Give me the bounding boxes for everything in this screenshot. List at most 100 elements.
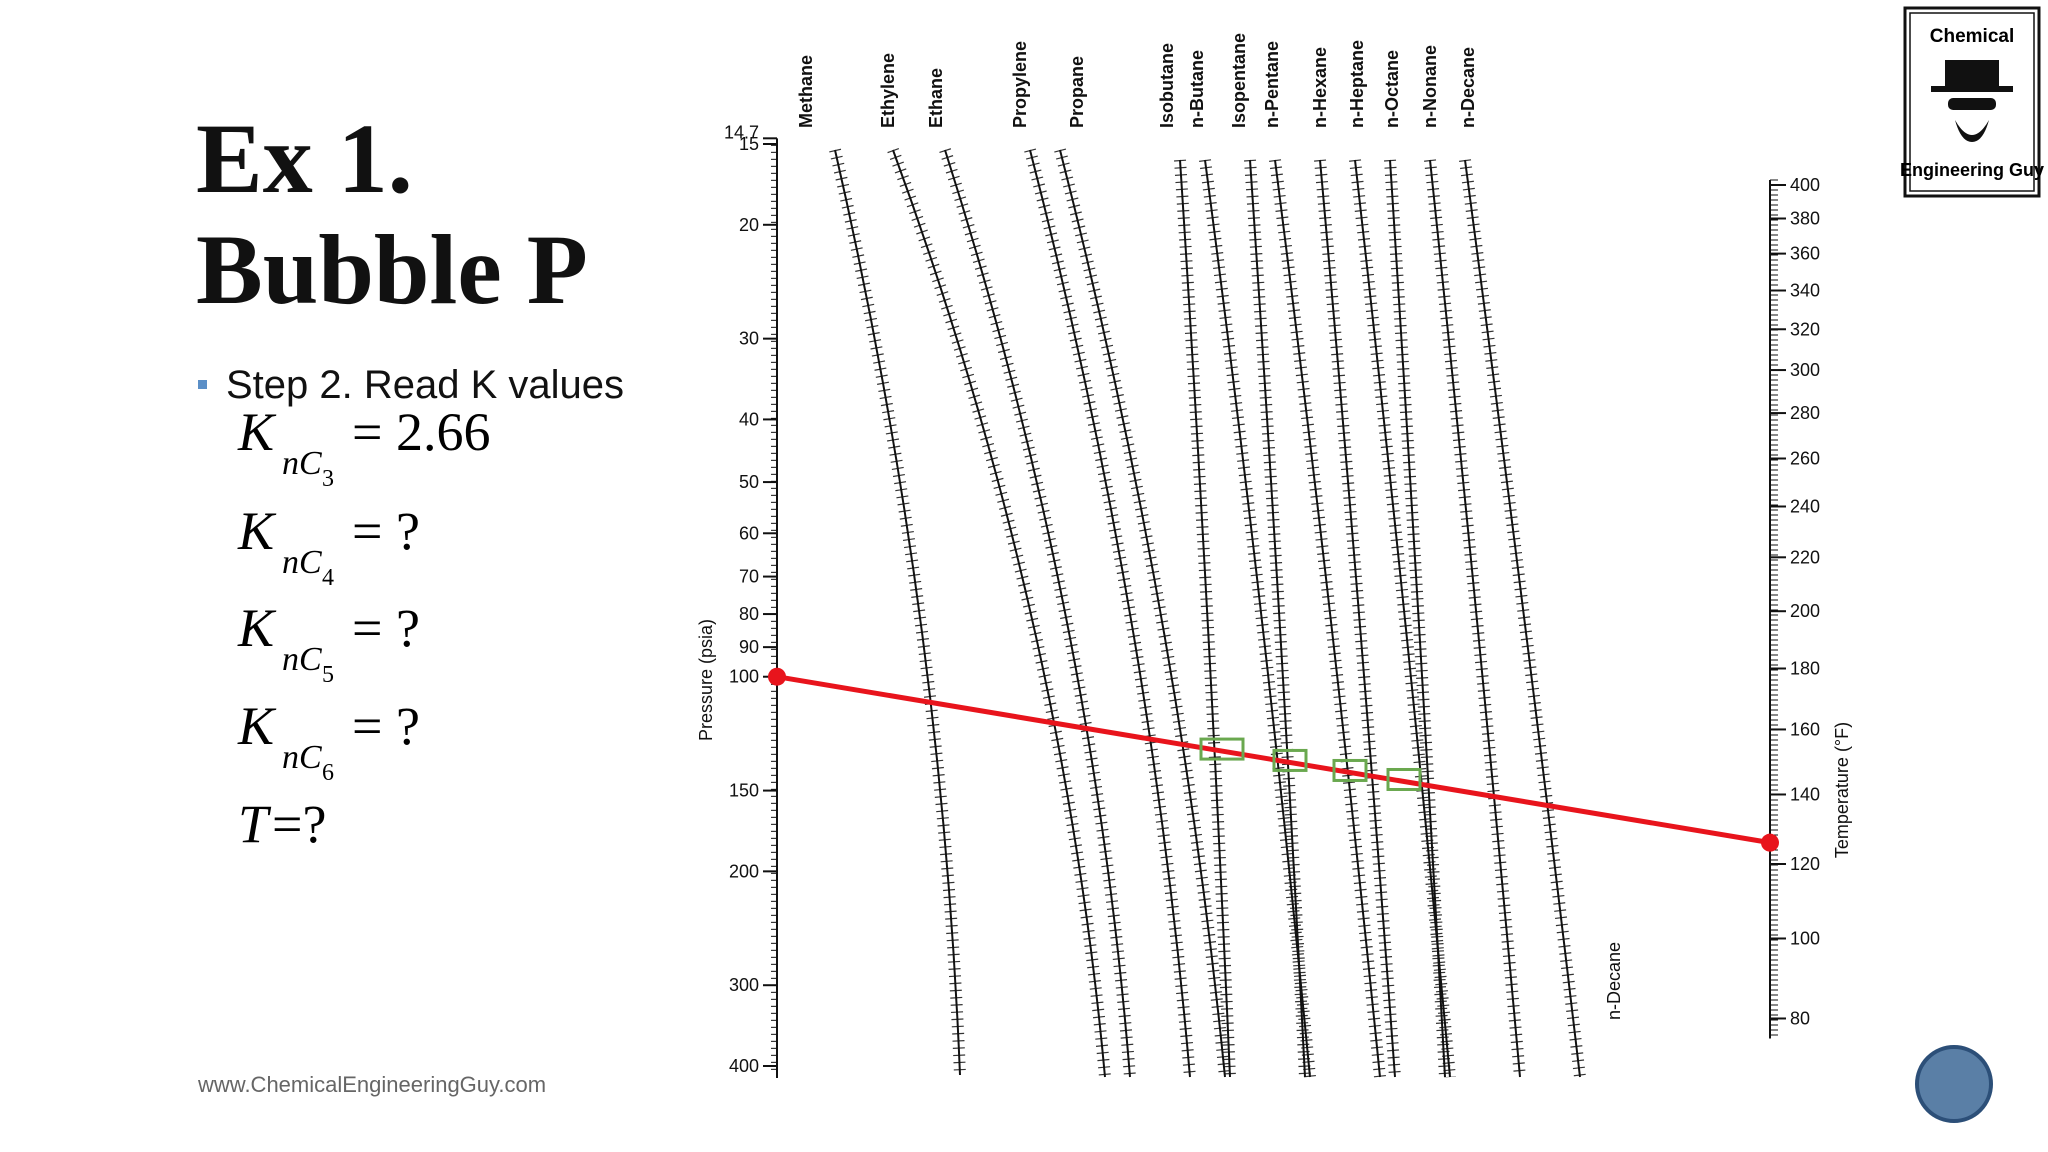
logo-beard bbox=[1955, 120, 1989, 142]
component-label: Isobutane bbox=[1157, 43, 1177, 128]
eq-sub: nC bbox=[282, 544, 322, 581]
reading-box bbox=[1272, 748, 1308, 772]
k-scale-curve bbox=[1464, 159, 1581, 1078]
eq-var: T bbox=[238, 794, 272, 854]
temperature-tick-label: 220 bbox=[1790, 547, 1820, 567]
logo-glasses bbox=[1948, 98, 1996, 110]
component-label: n-Heptane bbox=[1347, 40, 1367, 128]
eq-sub: nC bbox=[282, 641, 322, 678]
component-label: n-Decane bbox=[1458, 47, 1478, 128]
component-label: Ethane bbox=[926, 68, 946, 128]
reading-box bbox=[1332, 758, 1368, 782]
logo-text: Chemical bbox=[1930, 26, 2014, 47]
temperature-tick-label: 320 bbox=[1790, 319, 1820, 339]
pressure-tick-label: 30 bbox=[739, 329, 759, 349]
pressure-tick-label: 100 bbox=[729, 667, 759, 687]
pressure-tick-label: 50 bbox=[739, 472, 759, 492]
component-label: n-Butane bbox=[1187, 50, 1207, 128]
k-scale-ticks bbox=[1349, 159, 1456, 1078]
pressure-tick-label: 90 bbox=[739, 637, 759, 657]
k-scale-curve bbox=[892, 149, 1106, 1078]
k-scale-curve bbox=[1319, 159, 1396, 1078]
reading-box bbox=[1386, 767, 1422, 791]
k-scale-ticks bbox=[1269, 159, 1386, 1078]
temperature-tick-label: 360 bbox=[1790, 244, 1820, 264]
temperature-tick-label: 120 bbox=[1790, 854, 1820, 874]
temperature-axis-title: Temperature (°F) bbox=[1832, 722, 1852, 858]
pressure-tick-label: 20 bbox=[739, 215, 759, 235]
component-label: n-Hexane bbox=[1310, 47, 1330, 128]
eq-var: K bbox=[237, 501, 277, 561]
k-scale-ticks bbox=[1174, 159, 1236, 1078]
component-label: Methane bbox=[796, 55, 816, 128]
pressure-tick-label: 80 bbox=[739, 604, 759, 624]
temperature-tick-label: 280 bbox=[1790, 403, 1820, 423]
footer: www.ChemicalEngineeringGuy.com bbox=[197, 1072, 546, 1097]
temperature-tick-label: 140 bbox=[1790, 784, 1820, 804]
title-line: Bubble P bbox=[196, 214, 588, 325]
temperature-tick-label: 100 bbox=[1790, 928, 1820, 948]
k-scale-ticks bbox=[1384, 159, 1451, 1078]
k-scale-ticks bbox=[1054, 148, 1231, 1078]
temperature-tick-label: 240 bbox=[1790, 496, 1820, 516]
logo-text: Engineering Guy bbox=[1900, 160, 2044, 180]
eq-rhs: =? bbox=[272, 794, 326, 854]
pressure-tick-label: 15 bbox=[739, 134, 759, 154]
logo-frame-inner bbox=[1909, 12, 2035, 192]
temperature-tick-label: 260 bbox=[1790, 448, 1820, 468]
temperature-tick-label: 160 bbox=[1790, 719, 1820, 739]
temperature-tick-label: 340 bbox=[1790, 280, 1820, 300]
eq-sub: nC bbox=[282, 739, 322, 776]
component-label: Isopentane bbox=[1229, 33, 1249, 128]
eq-subsub: 4 bbox=[322, 565, 334, 591]
eq-var: K bbox=[237, 598, 277, 658]
tie-point bbox=[1761, 833, 1779, 852]
eq-rhs: = ? bbox=[352, 501, 420, 561]
nav-button[interactable] bbox=[1915, 1045, 1993, 1123]
component-label: n-Pentane bbox=[1262, 41, 1282, 128]
pressure-tick-label: 200 bbox=[729, 861, 759, 881]
bullet-text: Step 2. Read K values bbox=[226, 363, 624, 407]
pressure-tick-label: 40 bbox=[739, 409, 759, 429]
component-label: n-Nonane bbox=[1420, 45, 1440, 128]
logo: Chemical Engineering Guy bbox=[1900, 6, 2044, 198]
bottom-label: n-Decane bbox=[1604, 942, 1624, 1020]
reading-box bbox=[1199, 737, 1245, 761]
pressure-tick-label: 14.7 bbox=[724, 122, 759, 142]
pressure-tick-label: 70 bbox=[739, 567, 759, 587]
tie-point bbox=[768, 667, 786, 686]
pressure-tick-label: 60 bbox=[739, 523, 759, 543]
eq-subsub: 6 bbox=[322, 760, 334, 786]
title-line: Ex 1. bbox=[196, 103, 413, 214]
k-scale-ticks bbox=[1199, 159, 1316, 1078]
eq-var: K bbox=[237, 696, 277, 756]
temperature-tick-label: 400 bbox=[1790, 175, 1820, 195]
bullet-marker bbox=[198, 380, 207, 389]
eq-rhs: = ? bbox=[352, 598, 420, 658]
pressure-tick-label: 400 bbox=[729, 1056, 759, 1076]
component-label: n-Octane bbox=[1382, 50, 1402, 128]
eq-rhs: = ? bbox=[352, 696, 420, 756]
component-label: Ethylene bbox=[878, 53, 898, 128]
temperature-tick-label: 180 bbox=[1790, 658, 1820, 678]
component-label: Propane bbox=[1067, 56, 1087, 128]
component-label: Propylene bbox=[1010, 41, 1030, 128]
k-scale-ticks bbox=[829, 148, 966, 1076]
temperature-tick-label: 300 bbox=[1790, 360, 1820, 380]
pressure-tick-label: 300 bbox=[729, 975, 759, 995]
temperature-tick-label: 380 bbox=[1790, 208, 1820, 228]
pressure-axis-title: Pressure (psia) bbox=[696, 619, 716, 741]
k-scale-ticks bbox=[1424, 159, 1526, 1078]
pressure-tick-label: 150 bbox=[729, 781, 759, 801]
k-scale-curve bbox=[944, 149, 1131, 1078]
nomograph: 14.715 20 30 40 50 60 70 80 90 100 150 200 300 400 Pre… bbox=[696, 33, 1852, 1078]
temperature-tick-label: 80 bbox=[1790, 1008, 1810, 1028]
eq-subsub: 3 bbox=[322, 466, 334, 492]
logo-hat bbox=[1931, 60, 2013, 92]
eq-rhs: = 2.66 bbox=[352, 402, 490, 462]
k-scale-ticks bbox=[1244, 159, 1311, 1078]
eq-var: K bbox=[237, 402, 277, 462]
eq-sub: nC bbox=[282, 445, 322, 482]
